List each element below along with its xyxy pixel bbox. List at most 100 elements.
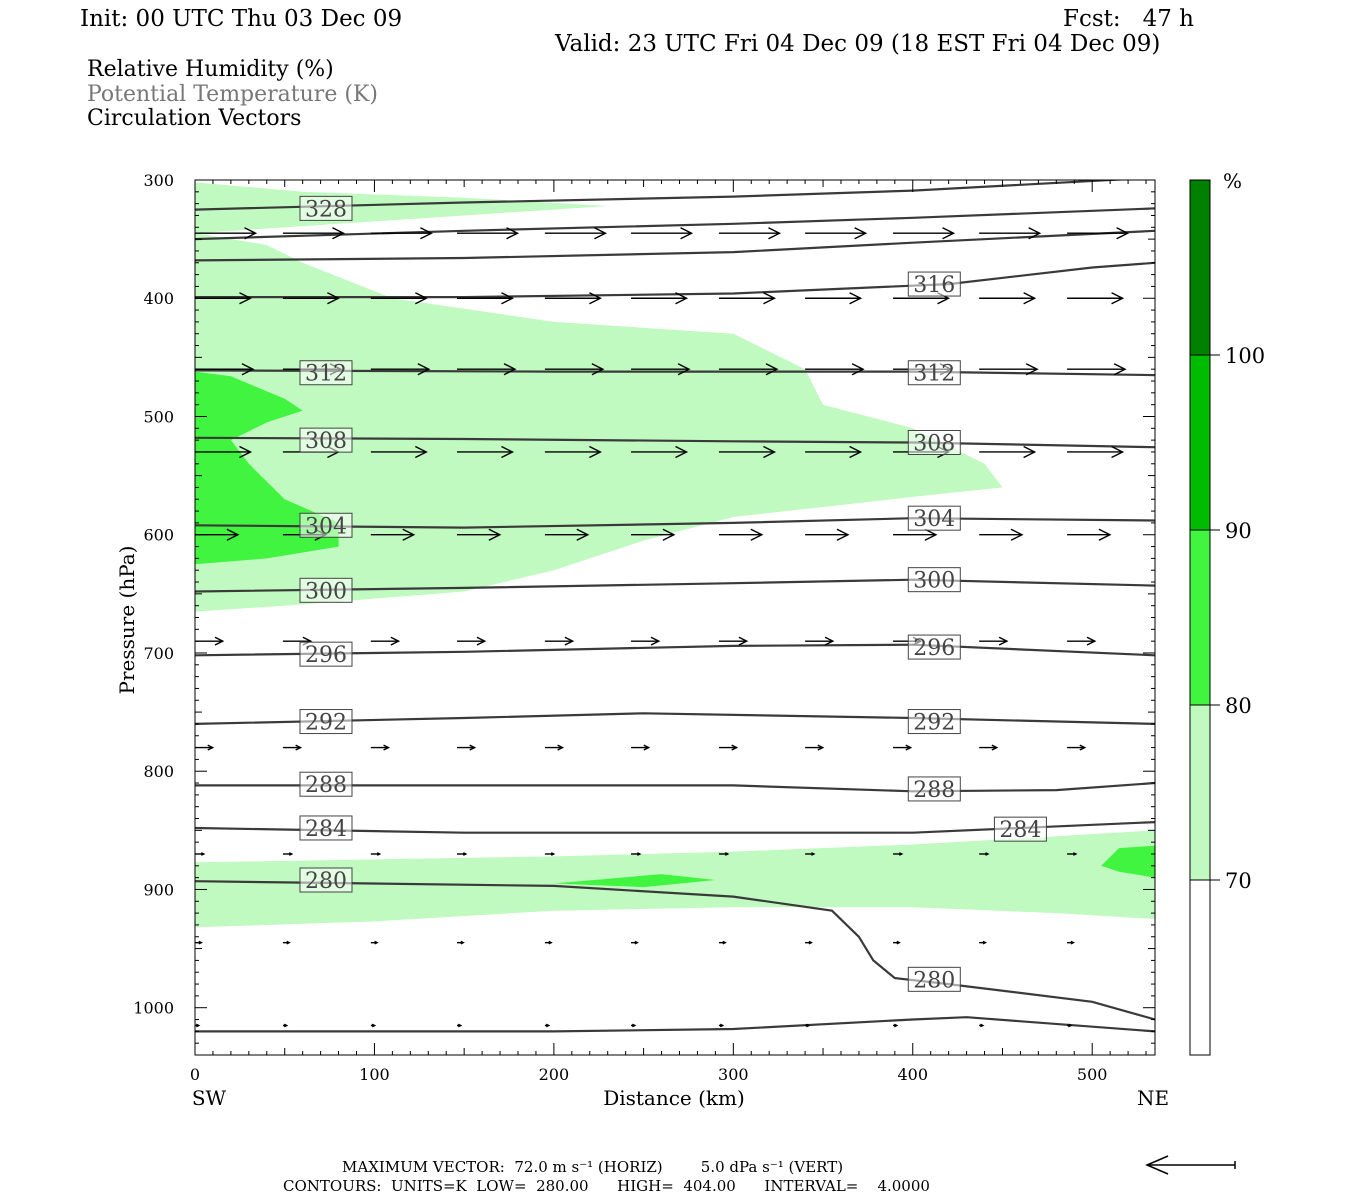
contour-label-text: 280 [305, 869, 347, 894]
contour-label-box [299, 512, 353, 538]
contour-label-box [299, 195, 353, 221]
vector-arrow [979, 636, 1009, 646]
vector-arrow [1067, 528, 1112, 541]
contour-label-box [299, 641, 353, 667]
x-tick-label: 100 [359, 1065, 390, 1084]
vector-head [195, 1023, 201, 1028]
vector-arrow [544, 852, 556, 856]
y-tick-label: 700 [143, 644, 174, 663]
vector-head [589, 292, 602, 305]
vector-arrow [631, 227, 694, 240]
vector-head [768, 227, 782, 240]
vector-head [226, 528, 240, 541]
vector-head [849, 445, 863, 459]
vector-arrow [718, 1023, 725, 1028]
vector-head [550, 852, 556, 856]
vector-head [851, 363, 865, 376]
vector-head [488, 528, 502, 541]
rh-region [553, 874, 716, 888]
vector-arrow [282, 852, 294, 856]
vector-head [765, 363, 779, 376]
contour-label-box [907, 360, 961, 386]
vector-head [402, 528, 416, 541]
vector-arrow [893, 852, 904, 856]
y-tick-label: 800 [143, 762, 174, 781]
vector-arrow [1067, 940, 1075, 945]
reference-vector [1145, 1155, 1236, 1175]
vector-arrow [979, 363, 1039, 376]
vector-arrow [979, 940, 988, 945]
vector-head [295, 744, 303, 751]
contour-label-text: 308 [913, 432, 955, 457]
vector-head [680, 227, 694, 240]
vector-head [589, 445, 602, 459]
vector-arrow [456, 852, 468, 856]
vector-head [198, 940, 203, 945]
vector-head [675, 292, 689, 305]
endpoint-left: SW [192, 1086, 227, 1110]
colorbar-label: 100 [1225, 344, 1265, 368]
vector-arrow [282, 1023, 289, 1028]
contour-label-text: 312 [913, 362, 955, 387]
vector-arrow [805, 528, 850, 541]
vector-arrow [718, 636, 749, 646]
vector-head [420, 227, 433, 240]
vector-arrow [631, 363, 691, 376]
contour-label-text: 288 [305, 773, 347, 798]
contour-label-text: 328 [305, 197, 347, 222]
vector-arrow [1067, 445, 1125, 459]
vector-head [905, 744, 913, 751]
legend-theta: Potential Temperature (K) [87, 82, 378, 107]
vector-arrow [1067, 1023, 1073, 1028]
vector-head [824, 636, 835, 646]
vector-arrow [718, 852, 730, 856]
valid-time: Valid: 23 UTC Fri 04 Dec 09 (18 EST Fri … [555, 31, 1161, 57]
vector-arrow [1067, 636, 1097, 646]
contour-label-box [907, 634, 961, 660]
vector-arrow [370, 227, 433, 240]
vector-head [1070, 940, 1075, 945]
contour-label-text: 304 [305, 514, 347, 539]
vector-arrow [979, 1023, 985, 1028]
vector-head [1010, 528, 1024, 541]
contour-label-text: 316 [913, 273, 955, 298]
vector-head [501, 445, 515, 459]
vector-arrow [631, 744, 651, 751]
theta-contour [195, 781, 1155, 793]
vector-arrow [195, 636, 225, 646]
vector-head [1025, 363, 1039, 376]
vector-head [469, 744, 477, 751]
vector-head [415, 445, 428, 459]
vector-head [677, 363, 691, 376]
theta-contour [195, 578, 1155, 593]
footer-max-vector: MAXIMUM VECTOR: 72.0 m s⁻¹ (HORIZ) 5.0 d… [342, 1158, 844, 1176]
vector-head [924, 528, 938, 541]
contour-label: 280 [907, 966, 961, 993]
vector-arrow [282, 227, 346, 240]
vector-head [591, 363, 605, 376]
vector-arrow [544, 363, 605, 376]
vector-head [476, 636, 487, 646]
vector-head [501, 292, 515, 305]
contour-label-text: 292 [913, 711, 955, 736]
vector-arrow [893, 744, 913, 751]
vector-head [383, 744, 391, 751]
contour-label-box [907, 505, 961, 531]
vector-head [1023, 445, 1037, 459]
vector-head [332, 227, 346, 240]
vector-head [632, 1023, 637, 1028]
y-tick-label: 1000 [133, 999, 174, 1018]
vector-arrow [370, 744, 391, 751]
vector-arrow [805, 227, 868, 240]
vector-arrow [718, 227, 782, 240]
colorbar-label: 70 [1225, 869, 1252, 893]
vector-arrow [979, 744, 999, 751]
contour-label-text: 296 [913, 636, 955, 661]
vector-head [239, 445, 253, 459]
vector-arrow [456, 636, 487, 646]
vector-arrow [370, 292, 428, 305]
vector-head [662, 528, 676, 541]
contour-label-box [299, 709, 353, 735]
vector-head [460, 940, 465, 945]
